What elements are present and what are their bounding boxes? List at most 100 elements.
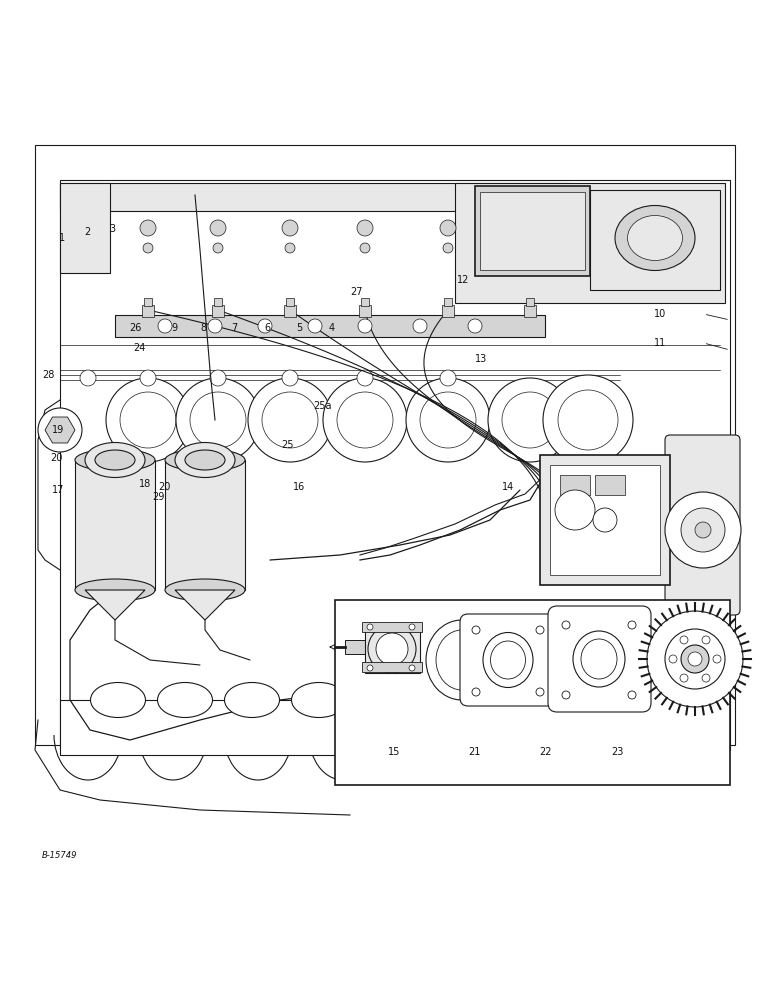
- Ellipse shape: [483, 633, 533, 688]
- Circle shape: [695, 522, 711, 538]
- FancyBboxPatch shape: [665, 435, 740, 615]
- Bar: [480, 192, 585, 270]
- Bar: [60, 183, 570, 211]
- Bar: [580, 605, 598, 633]
- Ellipse shape: [75, 579, 155, 601]
- Text: 10: 10: [654, 309, 666, 319]
- Ellipse shape: [426, 620, 498, 700]
- Circle shape: [665, 492, 741, 568]
- Bar: [361, 298, 369, 306]
- Polygon shape: [60, 180, 730, 750]
- Circle shape: [210, 370, 226, 386]
- Circle shape: [702, 674, 710, 682]
- Text: 19: 19: [52, 425, 64, 435]
- Bar: [144, 298, 152, 306]
- Ellipse shape: [85, 442, 145, 478]
- Circle shape: [409, 665, 415, 671]
- Ellipse shape: [628, 216, 682, 260]
- Circle shape: [360, 243, 370, 253]
- Ellipse shape: [615, 206, 695, 270]
- Ellipse shape: [185, 450, 225, 470]
- Text: 29: 29: [152, 492, 164, 502]
- Bar: [35, 145, 735, 745]
- Bar: [75, 460, 155, 590]
- Text: 26: 26: [129, 323, 141, 333]
- Bar: [60, 183, 110, 273]
- Text: 17: 17: [52, 485, 64, 495]
- Bar: [335, 600, 730, 785]
- Bar: [345, 640, 365, 654]
- Ellipse shape: [225, 682, 279, 718]
- Bar: [444, 298, 452, 306]
- Circle shape: [681, 645, 709, 673]
- Ellipse shape: [573, 631, 625, 687]
- Text: 11: 11: [654, 338, 666, 348]
- Text: 28: 28: [42, 370, 55, 380]
- Polygon shape: [45, 417, 75, 443]
- Circle shape: [472, 626, 480, 634]
- Text: 13: 13: [475, 354, 487, 364]
- Circle shape: [440, 220, 456, 236]
- Circle shape: [176, 378, 260, 462]
- Polygon shape: [85, 590, 145, 620]
- Ellipse shape: [75, 449, 155, 471]
- Bar: [359, 305, 371, 317]
- Circle shape: [258, 319, 272, 333]
- Circle shape: [285, 243, 295, 253]
- Circle shape: [502, 392, 558, 448]
- Circle shape: [140, 370, 156, 386]
- Circle shape: [562, 691, 570, 699]
- Bar: [560, 475, 590, 495]
- Circle shape: [681, 508, 725, 552]
- Text: 22: 22: [539, 747, 551, 757]
- Text: 2: 2: [84, 227, 90, 237]
- Text: 18: 18: [139, 479, 151, 489]
- Text: 24: 24: [133, 343, 145, 353]
- Circle shape: [680, 674, 688, 682]
- Circle shape: [358, 319, 372, 333]
- Circle shape: [555, 490, 595, 530]
- Circle shape: [543, 375, 633, 465]
- Circle shape: [420, 392, 476, 448]
- Bar: [214, 298, 222, 306]
- Ellipse shape: [292, 682, 347, 718]
- Text: 21: 21: [468, 747, 480, 757]
- Circle shape: [248, 378, 332, 462]
- Ellipse shape: [581, 639, 617, 679]
- Circle shape: [713, 655, 721, 663]
- Circle shape: [688, 652, 702, 666]
- Text: 27: 27: [350, 287, 363, 297]
- Circle shape: [593, 508, 617, 532]
- Text: 7: 7: [232, 323, 238, 333]
- Circle shape: [440, 370, 456, 386]
- Circle shape: [208, 319, 222, 333]
- Circle shape: [80, 370, 96, 386]
- Circle shape: [357, 370, 373, 386]
- Circle shape: [210, 220, 226, 236]
- Ellipse shape: [490, 641, 526, 679]
- Ellipse shape: [376, 633, 408, 665]
- Circle shape: [190, 392, 246, 448]
- Circle shape: [628, 621, 636, 629]
- Text: 20: 20: [50, 453, 63, 463]
- Bar: [362, 662, 422, 672]
- Ellipse shape: [90, 682, 145, 718]
- Bar: [595, 475, 625, 495]
- Circle shape: [558, 390, 618, 450]
- Ellipse shape: [165, 449, 245, 471]
- Circle shape: [213, 243, 223, 253]
- Text: 12: 12: [457, 275, 469, 285]
- Circle shape: [282, 220, 298, 236]
- Bar: [550, 465, 660, 575]
- Circle shape: [262, 392, 318, 448]
- FancyBboxPatch shape: [460, 614, 556, 706]
- Ellipse shape: [368, 625, 416, 673]
- Ellipse shape: [358, 682, 414, 718]
- Text: 25a: 25a: [313, 401, 332, 411]
- Circle shape: [120, 392, 176, 448]
- Circle shape: [647, 611, 743, 707]
- Bar: [475, 186, 590, 276]
- Circle shape: [38, 408, 82, 452]
- Circle shape: [413, 319, 427, 333]
- Ellipse shape: [165, 579, 245, 601]
